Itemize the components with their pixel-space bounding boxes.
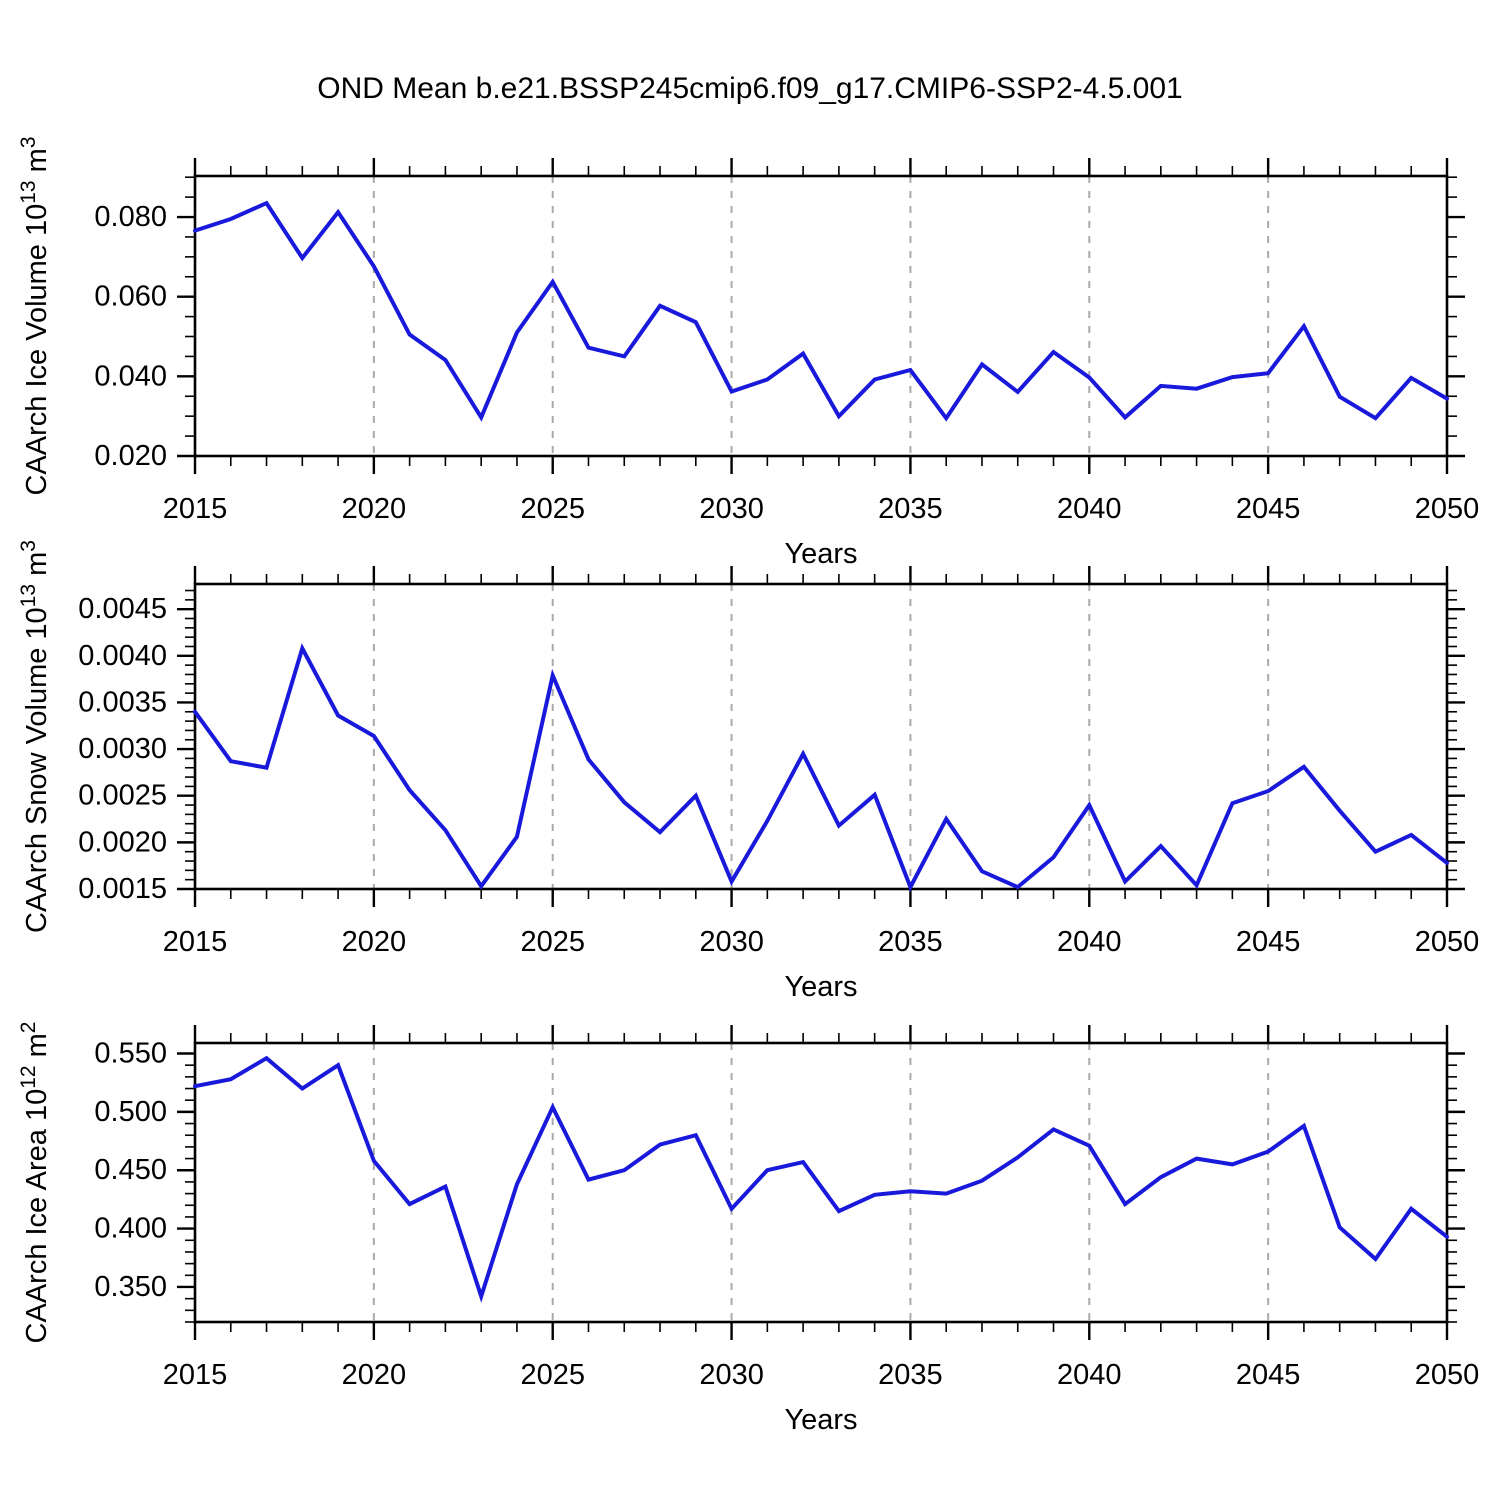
y-tick-label: 0.500 (94, 1096, 167, 1128)
y-tick-label: 0.040 (94, 360, 167, 392)
y-tick-label: 0.350 (94, 1271, 167, 1303)
x-tick-label: 2050 (1415, 1359, 1480, 1391)
y-tick-label: 0.550 (94, 1038, 167, 1070)
x-tick-label: 2015 (163, 493, 228, 525)
plot-frame (193, 174, 1449, 458)
x-tick-label: 2020 (342, 926, 407, 958)
x-tick-label: 2040 (1057, 1359, 1122, 1391)
y-axis-title: CAArch Ice Volume 1013 m3 (17, 136, 53, 495)
x-tick-label: 2040 (1057, 926, 1122, 958)
x-tick-label: 2050 (1415, 926, 1480, 958)
x-tick-label: 2050 (1415, 493, 1480, 525)
x-tick-label: 2035 (878, 493, 943, 525)
y-tick-label: 0.0040 (78, 640, 167, 672)
x-tick-label: 2030 (699, 1359, 764, 1391)
x-tick-label: 2015 (163, 1359, 228, 1391)
x-tick-label: 2045 (1236, 493, 1301, 525)
y-tick-label: 0.0035 (78, 686, 167, 718)
panel-snow-volume: 0.0015 0.0020 0.0025 0.0030 0.0035 0.0040 0.00… (17, 540, 1479, 1003)
y-tick-label: 0.0025 (78, 780, 167, 812)
plot-frame (193, 1041, 1449, 1324)
y-tick-label: 0.0020 (78, 826, 167, 858)
y-tick-label: 0.0030 (78, 733, 167, 765)
x-tick-label: 2025 (520, 1359, 585, 1391)
panel-ice-area: 0.350 0.400 0.450 0.500 0.550 2015 2020 2025 203… (17, 1022, 1479, 1436)
y-tick-label: 0.0015 (78, 873, 167, 905)
y-tick-label: 0.020 (94, 440, 167, 472)
y-axis-title: CAArch Snow Volume 1013 m3 (17, 540, 53, 933)
x-tick-label: 2025 (520, 926, 585, 958)
x-tick-label: 2020 (342, 493, 407, 525)
x-tick-label: 2015 (163, 926, 228, 958)
x-tick-label: 2040 (1057, 493, 1122, 525)
x-tick-label: 2045 (1236, 926, 1301, 958)
plot-frame (193, 582, 1449, 891)
x-axis-title: Years (784, 538, 857, 570)
x-axis-title: Years (784, 971, 857, 1003)
x-tick-label: 2035 (878, 1359, 943, 1391)
panel-ice-volume: 0.020 0.040 0.060 0.080 2015 2020 2025 2030 2035… (17, 136, 1479, 570)
x-tick-label: 2020 (342, 1359, 407, 1391)
y-axis-title: CAArch Ice Area 1012 m2 (17, 1022, 53, 1344)
x-tick-label: 2035 (878, 926, 943, 958)
x-tick-label: 2025 (520, 493, 585, 525)
x-tick-label: 2030 (699, 926, 764, 958)
series-line-ice-volume (193, 200, 1449, 422)
y-tick-label: 0.400 (94, 1213, 167, 1245)
x-axis-title: Years (784, 1404, 857, 1436)
y-tick-label: 0.080 (94, 201, 167, 233)
figure-title: OND Mean b.e21.BSSP245cmip6.f09_g17.CMIP… (317, 72, 1183, 105)
y-tick-label: 0.060 (94, 281, 167, 313)
y-tick-label: 0.450 (94, 1154, 167, 1186)
series-line-ice-area (193, 1055, 1449, 1303)
series-line-snow-volume (193, 643, 1449, 892)
x-tick-label: 2045 (1236, 1359, 1301, 1391)
y-tick-label: 0.0045 (78, 593, 167, 625)
x-tick-label: 2030 (699, 493, 764, 525)
